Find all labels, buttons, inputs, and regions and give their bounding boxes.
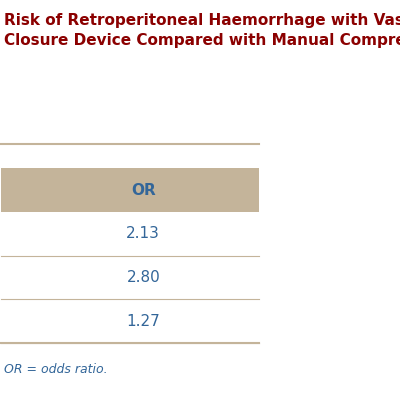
Text: OR: OR bbox=[131, 182, 156, 198]
Text: 2.80: 2.80 bbox=[126, 270, 160, 285]
Text: Risk of Retroperitoneal Haemorrhage with Vascular
Closure Device Compared with M: Risk of Retroperitoneal Haemorrhage with… bbox=[4, 13, 400, 48]
Bar bbox=[1, 168, 259, 212]
Text: 1.27: 1.27 bbox=[126, 314, 160, 329]
Text: OR = odds ratio.: OR = odds ratio. bbox=[4, 363, 108, 376]
Text: 2.13: 2.13 bbox=[126, 226, 160, 241]
